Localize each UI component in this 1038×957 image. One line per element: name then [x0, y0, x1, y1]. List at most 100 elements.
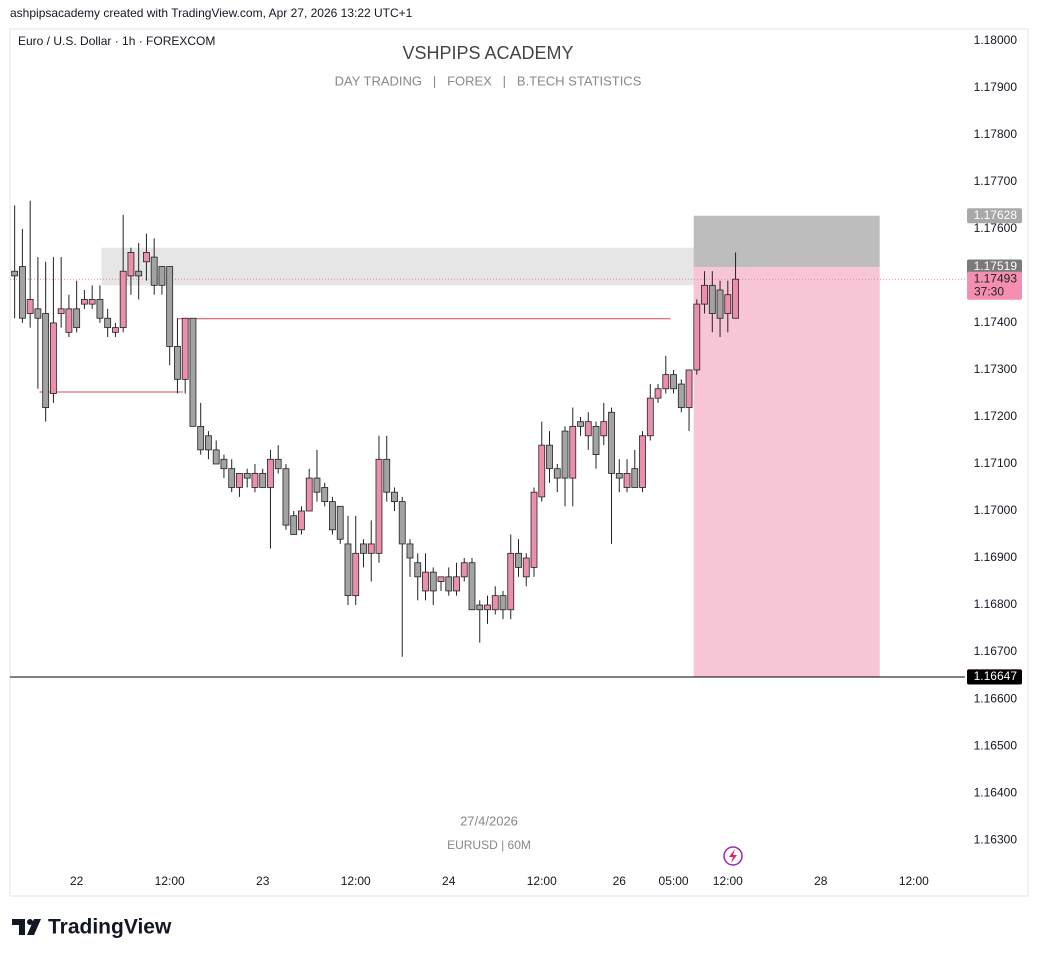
candle-body — [150, 256, 158, 286]
candle-body — [685, 369, 693, 408]
candle-body — [484, 604, 491, 611]
y-tick-label: 1.17000 — [974, 503, 1018, 517]
candle-body — [104, 317, 112, 329]
candle-body — [584, 421, 592, 437]
watermark-date: 27/4/2026 — [460, 813, 518, 828]
x-tick-label: 12:00 — [899, 874, 929, 888]
candle-body — [553, 468, 561, 479]
candle-body — [577, 421, 584, 427]
candle-body — [65, 308, 73, 333]
candle-body — [732, 278, 739, 319]
chart-title: VSHPIPS ACADEMY — [402, 43, 573, 63]
candle-body — [251, 472, 259, 488]
x-tick-label: 12:00 — [527, 874, 557, 888]
price-zone — [693, 215, 880, 267]
candle-body — [352, 552, 360, 597]
candle-body — [96, 299, 104, 319]
candle-body — [205, 435, 212, 451]
price-label: 1.17519 — [974, 259, 1018, 273]
candle-body — [600, 421, 608, 437]
candle-body — [127, 252, 135, 277]
tradingview-logo — [12, 919, 41, 935]
footer-brand: TradingView — [48, 916, 172, 939]
x-tick-label: 26 — [613, 874, 627, 888]
candle-body — [274, 458, 282, 470]
candle-body — [569, 425, 577, 479]
candle-body — [716, 289, 724, 319]
candle-body — [468, 562, 476, 611]
chart-frame — [9, 28, 1029, 897]
candle-body — [460, 562, 468, 578]
candle-body — [50, 322, 57, 394]
candle-body — [530, 491, 538, 568]
candle-body — [538, 444, 546, 498]
candle-body — [383, 458, 391, 493]
candle-body — [546, 444, 553, 470]
candle-body — [174, 346, 181, 380]
symbol-legend: Euro / U.S. Dollar · 1h · FOREXCOM — [18, 34, 215, 48]
candle-body — [375, 458, 383, 554]
candle-body — [646, 397, 654, 437]
x-tick-label: 12:00 — [713, 874, 743, 888]
candle-body — [592, 425, 600, 455]
candle-body — [243, 472, 251, 479]
candle-body — [119, 270, 127, 329]
candle-body — [429, 571, 437, 592]
x-tick-label: 23 — [256, 874, 270, 888]
y-tick-label: 1.16800 — [974, 597, 1018, 611]
price-label: 1.17628 — [974, 208, 1018, 222]
candle-body — [344, 543, 352, 597]
candle-body — [670, 374, 677, 390]
y-tick-label: 1.16300 — [974, 832, 1018, 846]
candle-body — [445, 576, 453, 592]
candle-body — [406, 543, 414, 559]
y-tick-label: 1.17900 — [974, 80, 1018, 94]
price-label-box — [967, 208, 1022, 224]
price-label: 1.16647 — [974, 669, 1018, 683]
candle-body — [158, 266, 166, 286]
candle-body — [135, 270, 143, 277]
candle-body — [236, 472, 243, 488]
candle-body — [73, 308, 81, 329]
plot-area — [10, 200, 965, 678]
candle-body — [298, 510, 305, 531]
candle-body — [220, 458, 228, 470]
candle-body — [623, 472, 631, 488]
y-tick-label: 1.16400 — [974, 785, 1018, 799]
y-tick-label: 1.16700 — [974, 644, 1018, 658]
price-label-box — [967, 669, 1022, 685]
flash-icon — [723, 846, 743, 866]
y-tick-label: 1.18000 — [974, 33, 1018, 47]
candle-body — [112, 327, 119, 333]
candle-body — [654, 388, 662, 399]
y-tick-label: 1.17300 — [974, 362, 1018, 376]
price-label-box — [967, 271, 1022, 300]
candle-body — [329, 501, 336, 531]
candle-body — [81, 299, 88, 305]
x-tick-label: 12:00 — [155, 874, 185, 888]
candle-body — [615, 472, 623, 479]
y-tick-label: 1.17200 — [974, 409, 1018, 423]
watermark-symbol: EURUSD | 60M — [447, 838, 531, 852]
candle-body — [88, 299, 96, 305]
x-tick-label: 22 — [70, 874, 84, 888]
candle-body — [476, 604, 484, 611]
price-label: 1.17493 — [974, 271, 1018, 285]
x-tick-label: 28 — [814, 874, 828, 888]
candle-body — [143, 252, 150, 263]
candle-body — [181, 317, 189, 380]
candle-body — [321, 487, 329, 503]
x-tick-label: 05:00 — [659, 874, 689, 888]
y-tick-label: 1.17800 — [974, 127, 1018, 141]
candle-body — [19, 266, 26, 319]
candle-body — [367, 543, 375, 554]
price-label-box — [967, 259, 1022, 275]
candle-body — [26, 299, 34, 314]
candle-body — [724, 294, 732, 314]
header: ashpipsacademy created with TradingView.… — [10, 6, 413, 20]
candle-body — [608, 411, 615, 474]
candle-body — [11, 270, 19, 277]
candle-body — [57, 308, 65, 314]
